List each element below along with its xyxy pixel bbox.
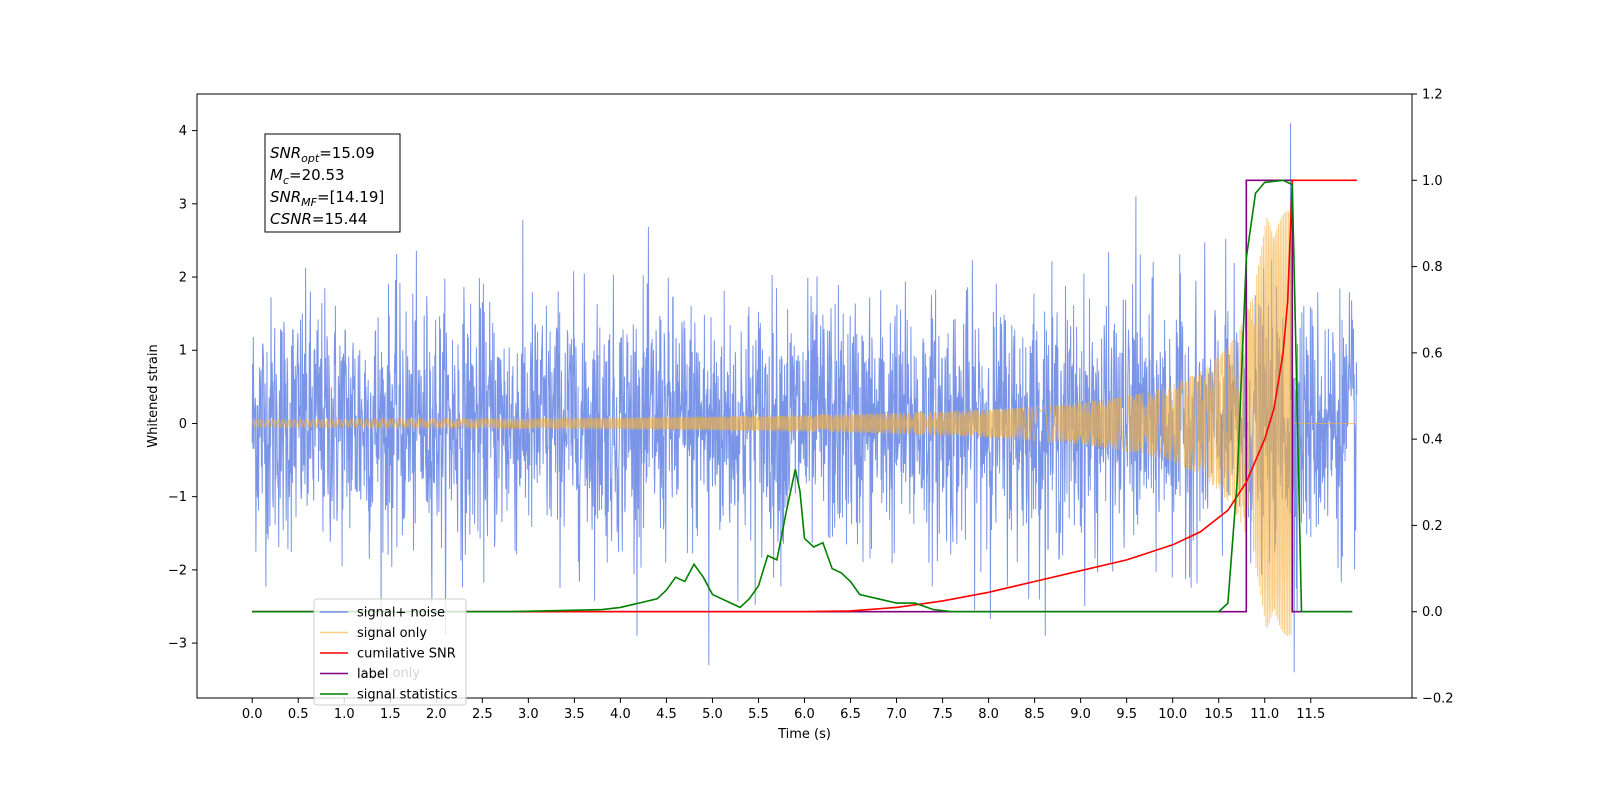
series-cumilative-snr-line [252, 179, 1357, 613]
x-tick-label: 10.0 [1158, 707, 1187, 722]
y-tick-label: −3 [168, 637, 187, 652]
info-box: SNRopt=15.09Mc=20.53SNRMF=[14.19]CSNR=15… [264, 133, 401, 233]
x-tick-label: 10.5 [1204, 707, 1233, 722]
legend: label only signal+ noise signal only cumila… [313, 598, 467, 706]
legend-label: cumilative SNR [357, 647, 456, 662]
x-tick-label: 3.5 [564, 707, 585, 722]
x-tick-label: 8.0 [978, 707, 999, 722]
x-tick-label: 3.0 [518, 707, 539, 722]
legend-hidden-text: label only [357, 666, 420, 681]
x-tick-label: 11.5 [1296, 707, 1325, 722]
info-box-frame [264, 133, 401, 233]
legend-label: label [357, 667, 388, 682]
legend-label: signal+ noise [357, 606, 445, 621]
series-signal-only-line [251, 211, 1357, 636]
y-axis-left: −3 −2 −1 0 1 2 3 4 [168, 124, 197, 652]
x-tick-label: 1.0 [334, 707, 355, 722]
y2-tick-label: 0.6 [1422, 346, 1443, 361]
y2-tick-label: 0.2 [1422, 519, 1443, 534]
x-tick-label: 0.0 [242, 707, 263, 722]
x-axis: 0.0 0.5 1.0 1.5 2.0 2.5 3.0 3.5 4.0 4.5 5.0 5.5 6.0 6… [242, 698, 1325, 722]
y2-tick-label: 0.8 [1422, 260, 1443, 275]
legend-label: signal only [357, 626, 427, 641]
x-tick-label: 7.5 [932, 707, 953, 722]
x-tick-label: 9.0 [1070, 707, 1091, 722]
y-tick-label: 4 [179, 124, 187, 139]
legend-frame [313, 598, 467, 706]
info-box-line: Mc=20.53 [270, 166, 345, 187]
y2-tick-label: 1.2 [1422, 88, 1443, 103]
x-tick-label: 6.0 [794, 707, 815, 722]
y-tick-label: 0 [179, 417, 187, 432]
x-tick-label: 9.5 [1116, 707, 1137, 722]
x-tick-label: 2.0 [426, 707, 447, 722]
x-tick-label: 4.0 [610, 707, 631, 722]
y-tick-label: −2 [168, 563, 187, 578]
x-tick-label: 6.5 [840, 707, 861, 722]
x-tick-label: 4.5 [656, 707, 677, 722]
info-box-line: SNRMF=[14.19] [270, 188, 384, 209]
y2-tick-label: 0.0 [1422, 605, 1443, 620]
y2-tick-label: 0.4 [1422, 433, 1443, 448]
x-tick-label: 7.0 [886, 707, 907, 722]
info-box-line: SNRopt=15.09 [270, 144, 375, 165]
y-tick-label: −1 [168, 490, 187, 505]
x-axis-title: Time (s) [777, 727, 831, 742]
legend-label: signal statistics [357, 688, 458, 703]
x-tick-label: 1.5 [380, 707, 401, 722]
y-axis-title: Whitened strain [146, 344, 161, 447]
y-axis-right: −0.2 0.0 0.2 0.4 0.6 0.8 1.0 1.2 [1412, 88, 1454, 707]
info-box-line: CSNR=15.44 [270, 210, 367, 228]
y2-tick-label: 1.0 [1422, 174, 1443, 189]
x-tick-label: 2.5 [472, 707, 493, 722]
y2-tick-label: −0.2 [1422, 692, 1454, 707]
x-tick-label: 11.0 [1250, 707, 1279, 722]
x-tick-label: 5.5 [748, 707, 769, 722]
x-tick-label: 5.0 [702, 707, 723, 722]
y-tick-label: 1 [179, 344, 187, 359]
x-tick-label: 0.5 [288, 707, 309, 722]
series-signal-statistics-line [252, 179, 1353, 613]
y-tick-label: 2 [179, 271, 187, 286]
plot-area [251, 123, 1358, 673]
x-tick-label: 8.5 [1024, 707, 1045, 722]
y-tick-label: 3 [179, 197, 187, 212]
